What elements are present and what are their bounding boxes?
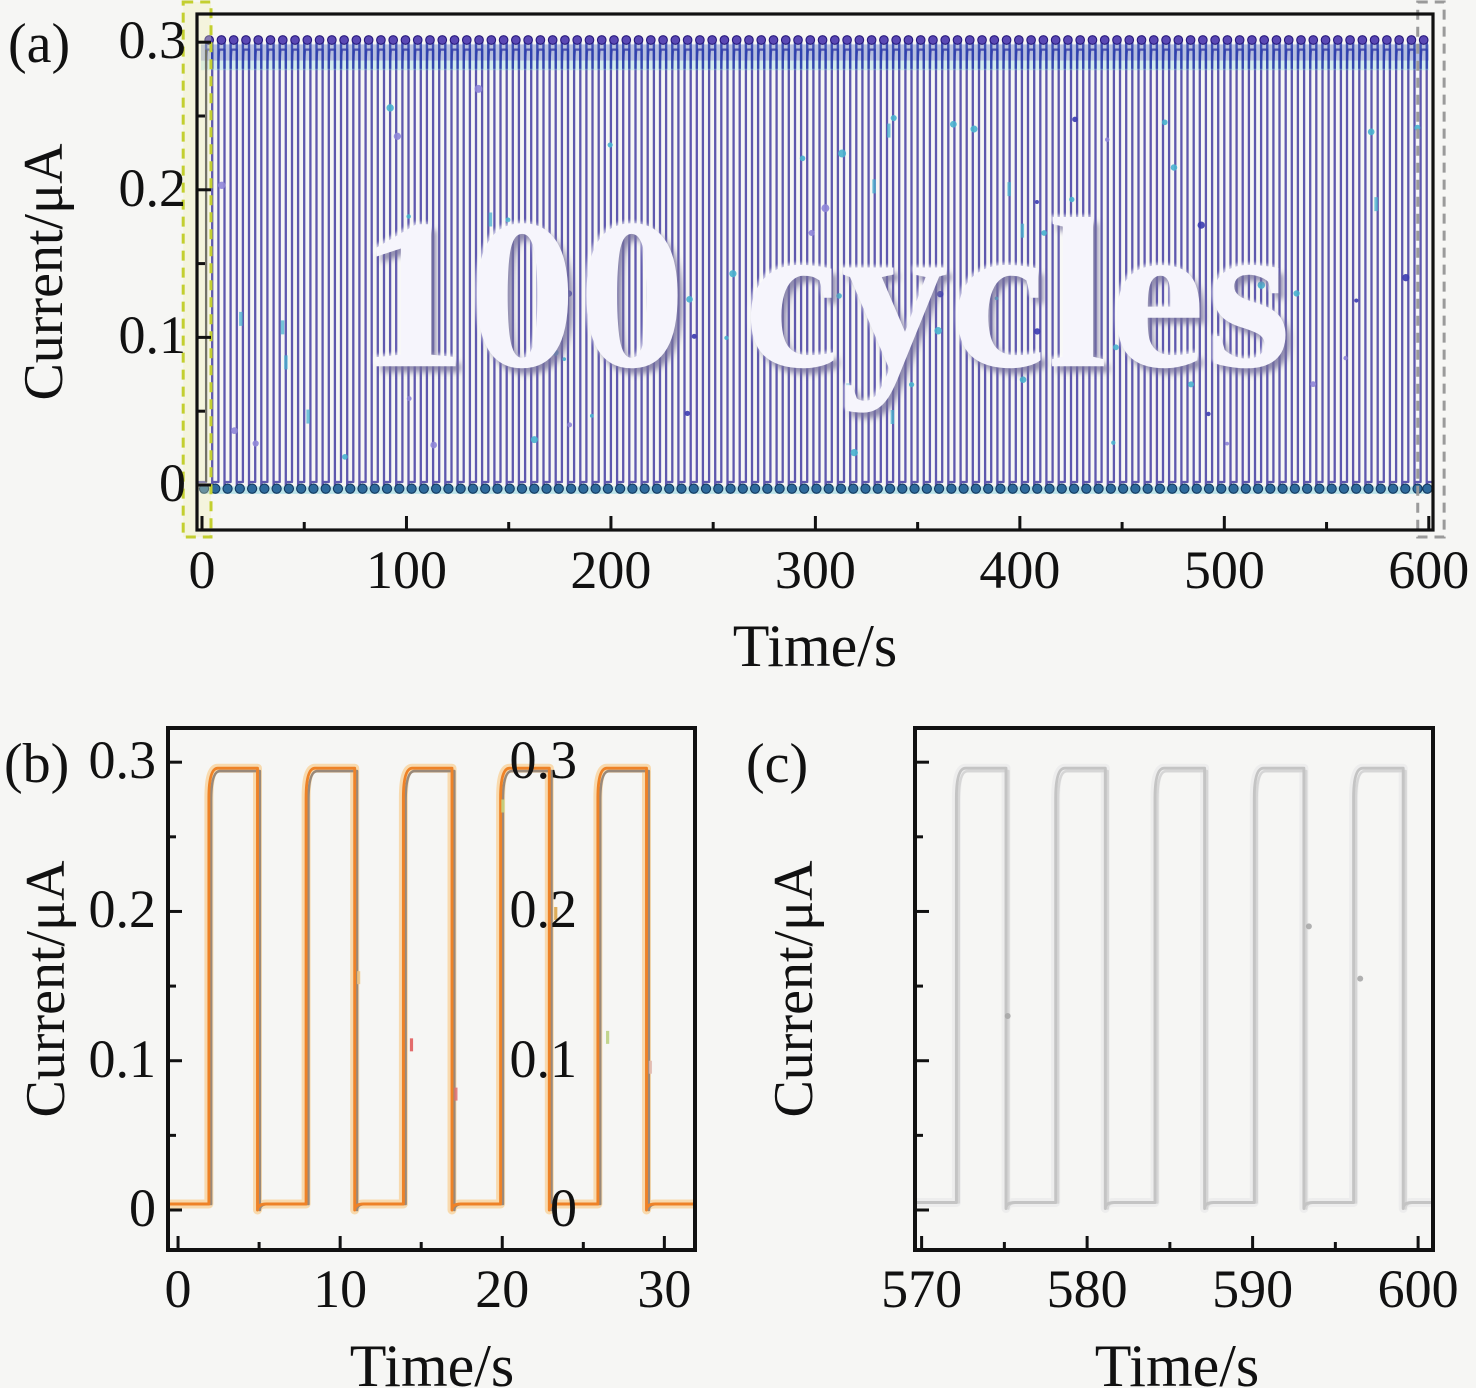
panel-a-ytick: 0.3 <box>118 10 187 71</box>
panel-b-ytick: 0.1 <box>88 1028 157 1089</box>
panel-a-xtick: 400 <box>979 540 1061 600</box>
panel-c-ytick: 0.3 <box>509 730 578 791</box>
panel-b-xtick: 10 <box>313 1259 368 1319</box>
panel-b-xtick: 20 <box>475 1259 530 1319</box>
panel-a-ytick: 0.2 <box>118 157 187 218</box>
panel-b-ytick: 0 <box>129 1177 156 1238</box>
panel-b-ytick: 0.2 <box>88 879 157 940</box>
panel-c-ytick: 0 <box>550 1177 577 1238</box>
panel-a-ytick: 0 <box>159 452 186 513</box>
panel-a-xtick: 500 <box>1183 540 1265 600</box>
panel-b-label: (b) <box>4 733 70 795</box>
panel-a-xtick: 300 <box>774 540 856 600</box>
panel-a-xtick: 0 <box>188 540 216 600</box>
panel-a-xtick: 200 <box>570 540 652 600</box>
panel-b-xtick: 0 <box>164 1259 192 1319</box>
panel-c-label: (c) <box>746 733 809 795</box>
panel-b-ylabel: Current/μA <box>15 860 77 1118</box>
panel-b-xlabel: Time/s <box>349 1333 515 1388</box>
panel-c-ylabel: Current/μA <box>763 860 825 1118</box>
panel-c-xtick: 590 <box>1212 1259 1294 1319</box>
panel-b-xtick: 30 <box>637 1259 692 1319</box>
panel-c-xtick: 570 <box>881 1259 963 1319</box>
panel-c-xtick: 580 <box>1046 1259 1128 1319</box>
panel-a-xtick: 600 <box>1388 540 1470 600</box>
panel-a-label: (a) <box>8 13 71 75</box>
panel-c-ytick: 0.1 <box>509 1028 578 1089</box>
panel-c-ytick: 0.2 <box>509 879 578 940</box>
panel-c-xtick: 600 <box>1377 1259 1459 1319</box>
watermark-100-cycles: 100 cycles <box>359 174 1293 414</box>
panel-c-xlabel: Time/s <box>1094 1333 1260 1388</box>
panel-a-ytick: 0.1 <box>118 305 187 366</box>
panel-a-xlabel: Time/s <box>732 613 898 679</box>
panel-a-xtick: 100 <box>365 540 447 600</box>
panel-a-ylabel: Current/μA <box>13 143 75 401</box>
panel-b-ytick: 0.3 <box>88 730 157 791</box>
